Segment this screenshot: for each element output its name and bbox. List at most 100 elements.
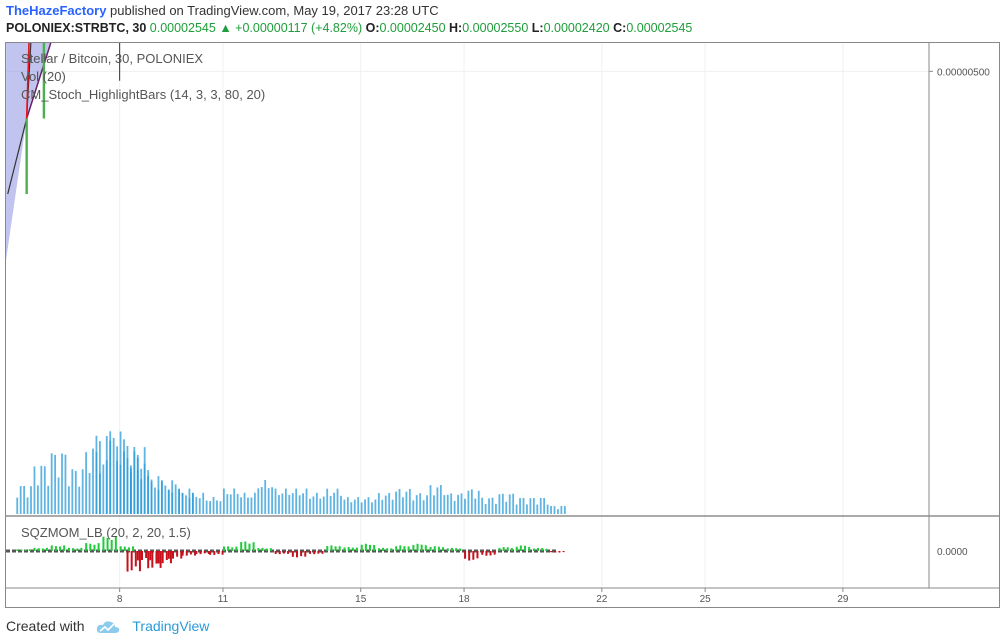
squeeze-bar [248,543,251,551]
close-value: 0.00002545 [626,21,693,35]
squeeze-bar [114,536,117,551]
squeeze-bar [199,551,202,555]
squeeze-bar [481,551,484,555]
volume-bar [536,504,539,514]
squeeze-bar [493,551,496,555]
volume-bar [526,504,528,514]
volume-bar [412,500,415,514]
volume-bar [377,493,380,514]
volume-bar [274,488,277,514]
price-candle [42,43,46,119]
squeeze-bar [176,551,179,557]
last-value: 0.00002545 [149,21,216,35]
volume-bar [136,470,139,514]
tradingview-brand-link[interactable]: TradingView [132,618,210,634]
high-value: 0.00002550 [462,21,529,35]
squeeze-bar [203,551,206,554]
volume-bar [250,497,253,514]
volume-bar [147,476,150,514]
squeeze-bar [437,546,440,551]
squeeze-bar [545,548,548,551]
squeeze-bar [334,546,337,551]
volume-bar [92,448,94,514]
volume-bar [226,494,229,514]
x-tick-label: 8 [117,594,123,605]
volume-bar [109,431,112,514]
squeeze-bar [355,547,358,551]
squeeze-bar [185,551,188,556]
squeeze-bar [50,545,53,551]
volume-bar [167,489,170,514]
volume-bar [319,498,322,514]
volume-bar [343,499,346,514]
volume-bar [529,498,532,514]
volume-bar [336,488,339,514]
volume-bar [160,480,163,514]
volume-bar [40,465,43,514]
squeeze-bar [472,551,475,560]
squeeze-bar [217,551,220,554]
volume-bar [453,500,456,514]
volume-bar [364,499,366,514]
squeeze-bar [351,547,354,551]
squeeze-bar [528,546,531,551]
squeeze-bar [412,544,415,551]
volume-bar [374,499,377,514]
volume-bar [71,469,74,514]
author-link[interactable]: TheHazeFactory [6,3,107,18]
squeeze-axis-label: 0.0000 [937,547,968,558]
high-label: H: [449,21,463,35]
squeeze-bar [141,551,144,560]
squeeze-bar [145,551,148,558]
volume-bar [78,486,81,514]
squeeze-bar [519,545,522,551]
volume-bar [253,492,256,514]
volume-bar [532,498,535,514]
volume-bar [329,495,332,514]
volume-bar [236,493,239,514]
squeeze-bar [147,551,150,569]
squeeze-bar [416,543,419,551]
volume-bar [16,497,19,514]
volume-bar [178,488,181,514]
volume-bar [333,492,335,514]
squeeze-bar [386,548,389,551]
squeeze-bar [317,551,320,554]
volume-bar [439,485,442,514]
volume-bar [43,466,46,514]
squeeze-bar [194,551,197,556]
squeeze-bar [399,545,402,551]
squeeze-bar [369,544,372,551]
volume-bar [216,500,218,514]
volume-bar [123,451,125,514]
squeeze-bar [287,551,290,554]
volume-bar [202,492,205,514]
squeeze-bar [343,547,346,551]
squeeze-bar [155,551,158,564]
squeeze-bar [360,544,363,551]
squeeze-bar [16,549,19,551]
chart-frame[interactable]: 0.000005000.000010000.000015000.00002000… [5,42,1000,608]
squeeze-bar [195,551,198,555]
footer: Created with TradingView [6,618,209,634]
volume-bar [433,495,435,514]
volume-bar [54,454,57,514]
volume-bar [360,502,363,514]
squeeze-bar [489,551,492,556]
squeeze-bar [532,548,535,551]
squeeze-bar [330,545,333,551]
volume-bar [557,509,559,514]
volume-bar [426,495,428,514]
volume-bar [391,499,394,514]
volume-bar [171,492,174,514]
squeeze-bar [562,551,565,553]
volume-bar [143,463,146,514]
squeeze-bar [515,546,518,551]
main-pane-bg [6,43,929,515]
volume-bar [457,494,459,514]
volume-bar [291,493,294,514]
chart-canvas[interactable]: 0.000005000.000010000.000015000.00002000… [6,43,999,607]
volume-bar [446,494,449,514]
squeeze-bar [244,541,247,551]
volume-bar [267,488,270,514]
